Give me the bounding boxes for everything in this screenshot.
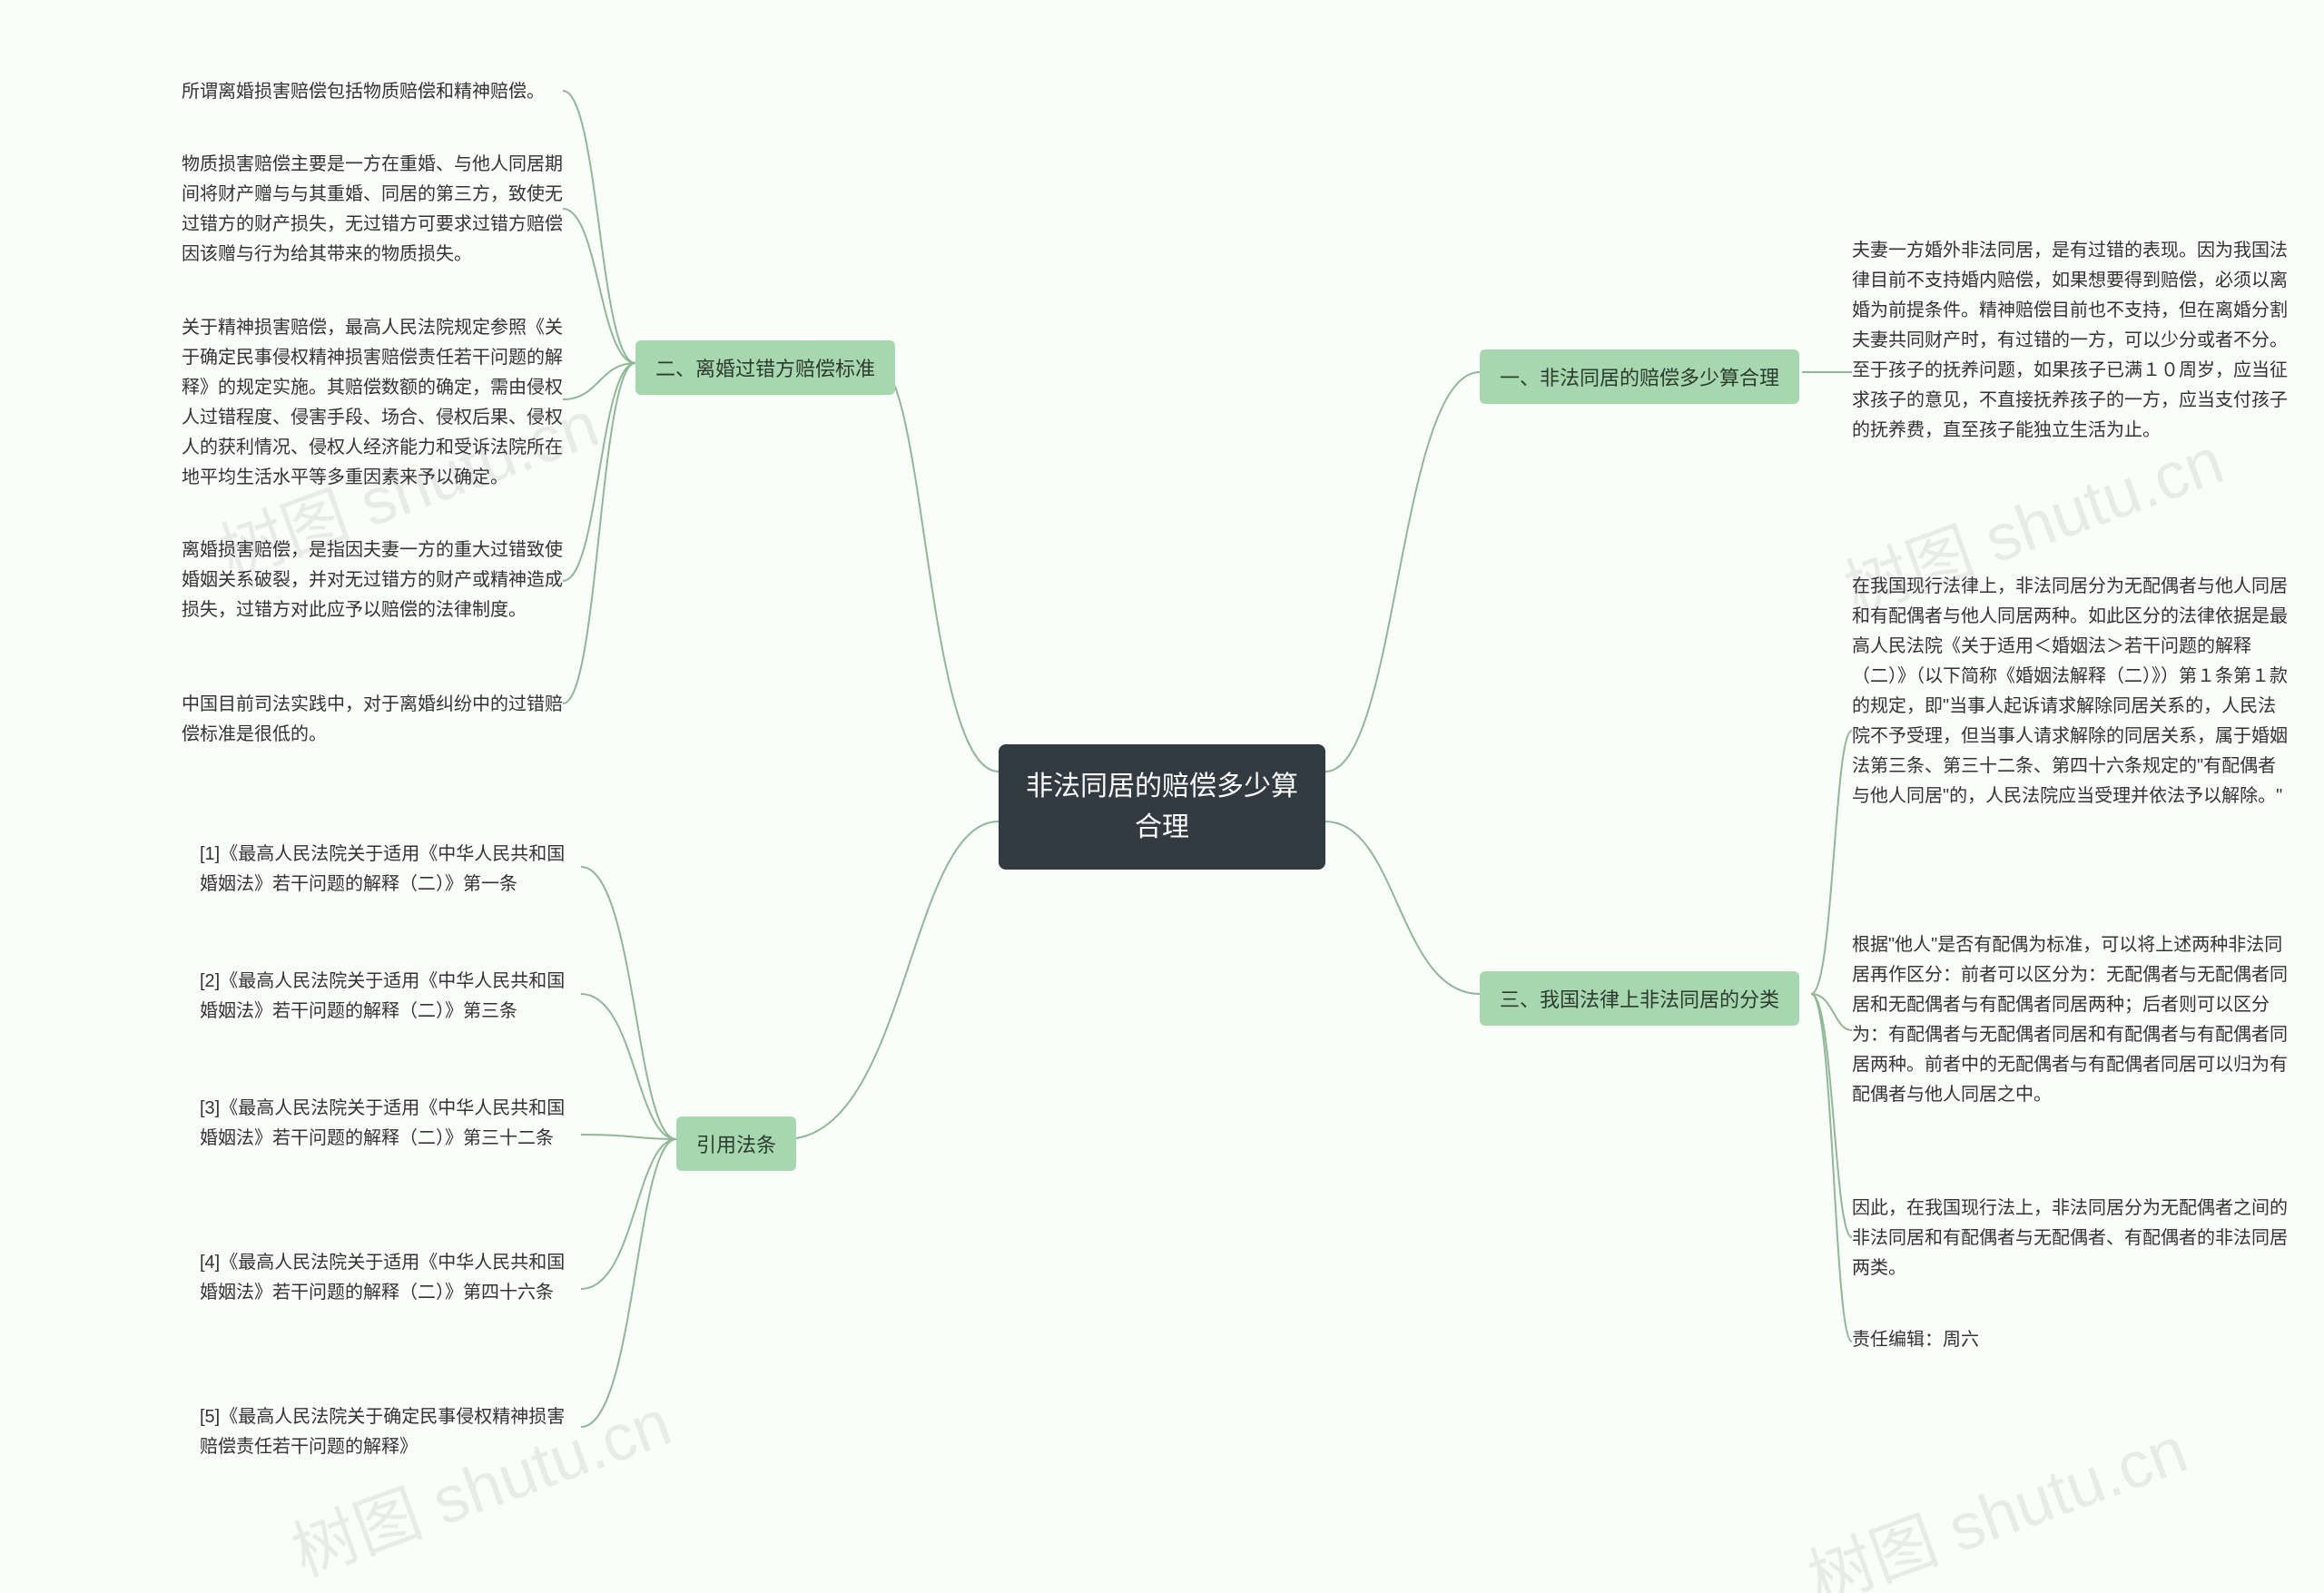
leaf-r3-2: 根据"他人"是否有配偶为标准，可以将上述两种非法同居再作区分：前者可以区分为：无… <box>1852 930 2288 1110</box>
leaf-r3-3: 因此，在我国现行法上，非法同居分为无配偶者之间的非法同居和有配偶者与无配偶者、有… <box>1852 1194 2288 1283</box>
leaf-l2-5: 中国目前司法实践中，对于离婚纠纷中的过错赔偿标准是很低的。 <box>182 690 563 750</box>
branch-3[interactable]: 三、我国法律上非法同居的分类 <box>1480 971 1799 1026</box>
leaf-ref-3: [3]《最高人民法院关于适用《中华人民共和国婚姻法》若干问题的解释（二）》第三十… <box>200 1094 581 1154</box>
center-topic[interactable]: 非法同居的赔偿多少算合理 <box>999 744 1325 870</box>
leaf-l2-2: 物质损害赔偿主要是一方在重婚、与他人同居期间将财产赠与与其重婚、同居的第三方，致… <box>182 150 563 270</box>
leaf-ref-1: [1]《最高人民法院关于适用《中华人民共和国婚姻法》若干问题的解释（二）》第一条 <box>200 840 581 900</box>
leaf-l2-4: 离婚损害赔偿，是指因夫妻一方的重大过错致使婚姻关系破裂，并对无过错方的财产或精神… <box>182 536 563 625</box>
leaf-ref-5: [5]《最高人民法院关于确定民事侵权精神损害赔偿责任若干问题的解释》 <box>200 1402 581 1462</box>
leaf-r1-1: 夫妻一方婚外非法同居，是有过错的表现。因为我国法律目前不支持婚内赔偿，如果想要得… <box>1852 236 2288 446</box>
leaf-r3-1: 在我国现行法律上，非法同居分为无配偶者与他人同居和有配偶者与他人同居两种。如此区… <box>1852 572 2288 811</box>
leaf-l2-3: 关于精神损害赔偿，最高人民法院规定参照《关于确定民事侵权精神损害赔偿责任若干问题… <box>182 313 563 493</box>
leaf-l2-1: 所谓离婚损害赔偿包括物质赔偿和精神赔偿。 <box>182 77 563 107</box>
branch-refs[interactable]: 引用法条 <box>676 1116 796 1171</box>
leaf-ref-4: [4]《最高人民法院关于适用《中华人民共和国婚姻法》若干问题的解释（二）》第四十… <box>200 1248 581 1308</box>
branch-1[interactable]: 一、非法同居的赔偿多少算合理 <box>1480 349 1799 404</box>
leaf-ref-2: [2]《最高人民法院关于适用《中华人民共和国婚姻法》若干问题的解释（二）》第三条 <box>200 967 581 1027</box>
leaf-r3-4: 责任编辑：周六 <box>1852 1325 2288 1355</box>
watermark: 树图 shutu.cn <box>1793 1397 2198 1593</box>
branch-2[interactable]: 二、离婚过错方赔偿标准 <box>635 340 895 395</box>
